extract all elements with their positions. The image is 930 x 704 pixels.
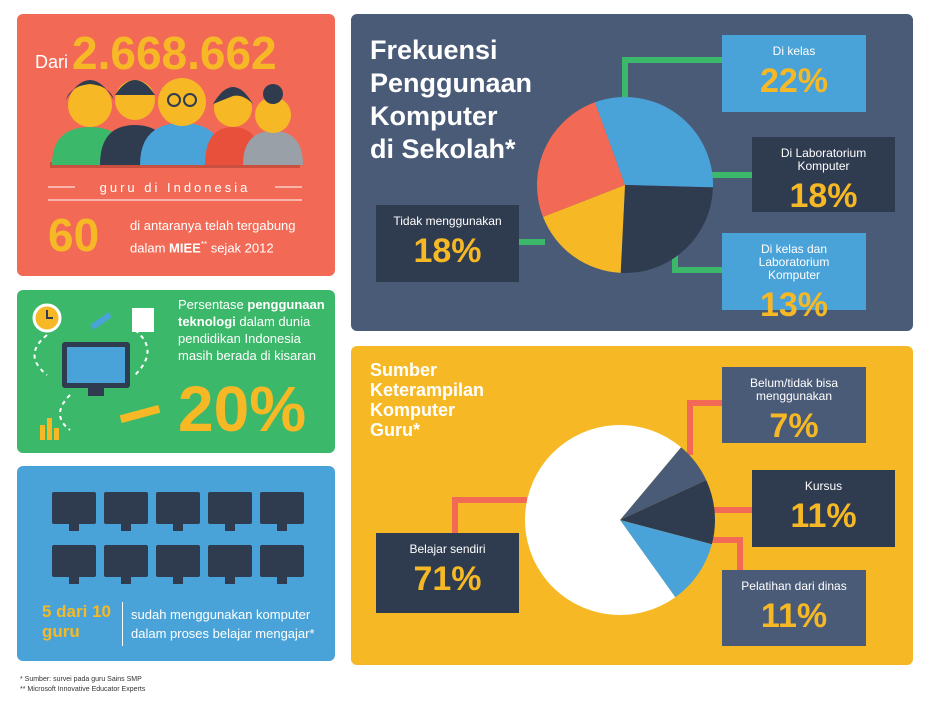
slice-label: Di kelas dan Laboratorium Komputer: [758, 242, 830, 282]
monitor-stand: [121, 524, 131, 531]
slice-label: Tidak menggunakan: [393, 214, 502, 228]
pie-slice: [620, 480, 715, 545]
monitor-screen: [104, 545, 148, 577]
slice-value: 11%: [790, 497, 857, 535]
pie-slice: [620, 447, 707, 520]
slice-value: 13%: [759, 286, 829, 324]
footnote: * Sumber: survei pada guru Sains SMP: [20, 676, 142, 683]
title-line: Sumber: [370, 360, 438, 380]
bold-text: penggunaan teknologi: [178, 297, 325, 329]
title-line: Guru*: [370, 420, 421, 440]
monitor-stand: [69, 577, 79, 584]
miee-line: di antaranya telah tergabung: [130, 218, 296, 233]
title-line: Penggunaan: [370, 68, 533, 98]
usage-title: Frekuensi Penggunaan Komputer di Sekolah*: [370, 34, 532, 166]
slice-value: 22%: [759, 62, 829, 100]
legend-box: Pelatihan dari dinas 11%: [722, 570, 866, 646]
monitor-screen: [104, 492, 148, 524]
monitor-screen: [52, 545, 96, 577]
monitor-screen: [156, 545, 200, 577]
legend-box: Belajar sendiri 71%: [376, 533, 519, 613]
miee-text: di antaranya telah tergabung dalam MIEE*…: [130, 216, 296, 257]
slice-value: 18%: [789, 177, 858, 215]
pie-slice: [542, 185, 625, 273]
slice-value: 7%: [769, 407, 819, 445]
text: dalam dunia pendidikan Indonesia masih b…: [178, 314, 317, 363]
pie-slice: [525, 425, 682, 615]
legend-box: Di kelas 22%: [722, 35, 866, 112]
monitor-screen: [260, 545, 304, 577]
technology-percent: 20%: [178, 373, 307, 445]
monitor-stand: [121, 577, 131, 584]
pie-slice: [594, 96, 713, 188]
monitor-illustration: [52, 492, 304, 584]
monitor-screen: [156, 492, 200, 524]
slice-value: 18%: [413, 232, 482, 270]
miee-text: sejak 2012: [210, 240, 274, 256]
legend-box: Tidak menggunakan 18%: [376, 205, 519, 282]
miee-line: dalam MIEE** sejak 2012: [130, 235, 296, 257]
title-line: Komputer: [370, 101, 498, 131]
miee-bold: MIEE: [169, 240, 201, 256]
slice-value: 11%: [760, 597, 828, 635]
slice-value: 71%: [413, 560, 482, 598]
slice-label: Di kelas: [772, 44, 816, 58]
slice-label: Belum/tidak bisa menggunakan: [749, 376, 839, 403]
monitor-stand: [277, 524, 287, 531]
slice-label: Di Laboratorium Komputer: [780, 146, 867, 173]
slice-label: Pelatihan dari dinas: [741, 579, 847, 593]
teachers-count: 2.668.662: [72, 27, 277, 79]
monitor-screen: [208, 545, 252, 577]
monitor-stand: [225, 524, 235, 531]
monitor-stand: [173, 577, 183, 584]
legend-box: Kursus 11%: [752, 470, 895, 547]
legend-box: Di kelas dan Laboratorium Komputer 13%: [722, 233, 866, 324]
monitor-screen: [52, 492, 96, 524]
pie-slice: [537, 102, 625, 217]
monitor-stand: [277, 577, 287, 584]
title-line: Keterampilan: [370, 380, 485, 400]
computers-highlight: 5 dari 10 guru: [42, 602, 111, 641]
monitor-stand: [225, 577, 235, 584]
monitor-screen: [208, 492, 252, 524]
skills-title: Sumber Keterampilan Komputer Guru*: [370, 360, 484, 440]
title-line: Frekuensi: [370, 35, 498, 65]
slice-label: Belajar sendiri: [409, 542, 486, 556]
monitor-stand: [173, 524, 183, 531]
legend-box: Belum/tidak bisa menggunakan 7%: [722, 367, 866, 445]
text: Persentase: [178, 297, 244, 312]
title-line: di Sekolah*: [370, 134, 516, 164]
miee-text: dalam: [130, 240, 166, 256]
miee-sup: **: [200, 240, 208, 249]
legend-box: Di Laboratorium Komputer 18%: [752, 137, 895, 215]
monitor-screen: [260, 492, 304, 524]
slice-label: Kursus: [804, 479, 843, 493]
footnote: ** Microsoft Innovative Educator Experts: [20, 686, 146, 693]
title-line: Komputer: [370, 400, 455, 420]
teachers-prefix: Dari: [35, 52, 69, 72]
technology-text: Persentase penggunaan teknologi dalam du…: [178, 296, 328, 364]
monitor-stand: [69, 524, 79, 531]
pie-slice: [620, 185, 713, 274]
miee-number: 60: [48, 209, 100, 261]
pie-slice: [620, 520, 712, 598]
skills-connectors: [452, 400, 752, 570]
teacher-illustration: [48, 78, 303, 201]
teachers-caption: guru di Indonesia: [99, 180, 251, 195]
divider: [122, 602, 123, 646]
pies: [525, 96, 715, 615]
computers-text: sudah menggunakan komputer dalam proses …: [131, 607, 315, 641]
technology-illustration: [32, 303, 161, 440]
